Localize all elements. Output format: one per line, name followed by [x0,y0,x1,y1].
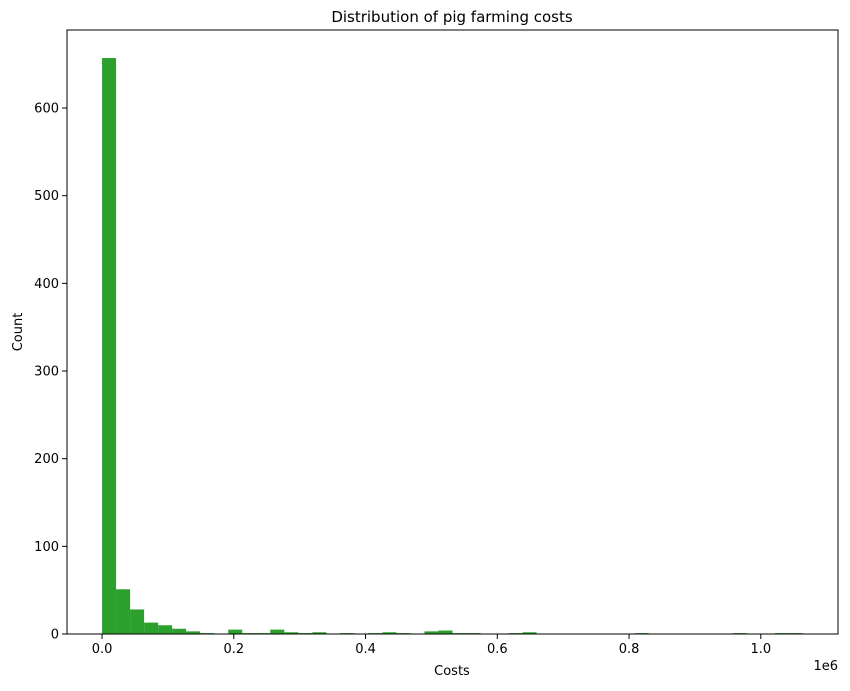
y-tick-label: 300 [34,365,59,380]
histogram-bar [284,632,299,634]
histogram-bar [522,632,537,634]
histogram-bar [270,629,285,634]
y-tick-label: 600 [34,102,59,117]
x-tick-label: 0.4 [355,642,376,657]
histogram-bar [130,609,145,634]
x-axis-ticks: 0.0 0.2 0.4 0.6 0.8 1.0 [92,634,771,657]
y-tick-label: 0 [51,628,59,643]
histogram-bar [158,625,173,634]
y-tick-label: 400 [34,277,59,292]
plot-frame [66,29,839,635]
y-tick-label: 100 [34,540,59,555]
histogram-bar [102,58,117,635]
histogram-bar [186,631,201,634]
x-axis-offset-label: 1e6 [813,659,838,674]
histogram-bar [116,589,131,634]
x-tick-label: 1.0 [750,642,771,657]
histogram-bar [144,622,159,634]
histogram-bar [424,631,439,634]
histogram-bar [228,629,243,634]
x-axis-label: Costs [434,664,470,679]
histogram-bars [102,58,803,635]
y-tick-label: 200 [34,452,59,467]
y-axis-ticks: 0 100 200 300 400 500 600 [34,102,67,643]
x-tick-label: 0.0 [92,642,113,657]
x-tick-label: 0.2 [223,642,244,657]
y-axis-label: Count [11,313,26,352]
x-tick-label: 0.8 [619,642,640,657]
y-tick-label: 500 [34,189,59,204]
histogram-bar [438,630,453,634]
x-tick-label: 0.6 [487,642,508,657]
histogram-bar [312,632,327,634]
histogram-bar [382,632,397,634]
chart-title: Distribution of pig farming costs [331,8,573,26]
histogram-bar [172,628,187,634]
